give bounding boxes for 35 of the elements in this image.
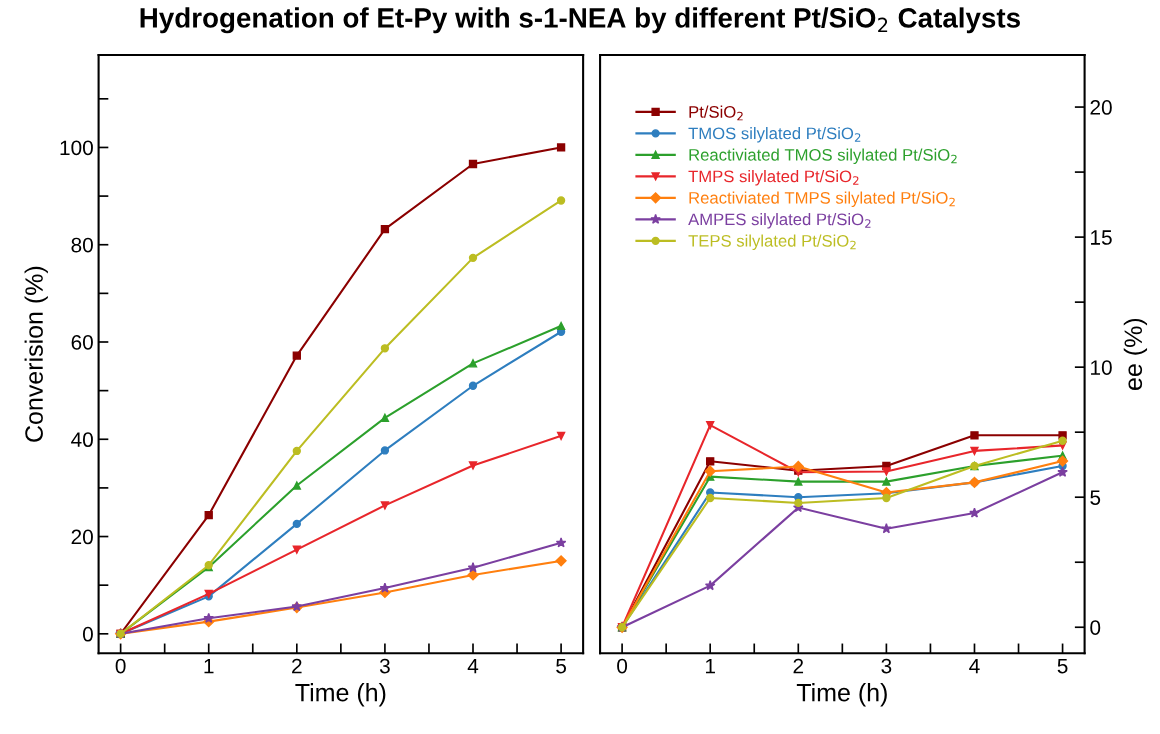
x-tick-label: 2 — [292, 658, 302, 674]
y-tick-label: 0 — [82, 626, 93, 642]
legend-label: TMOS silylated Pt/SiO$_{2}$ — [688, 127, 861, 143]
legend-label: Pt/SiO$_{2}$ — [689, 105, 743, 121]
y-tick-label: 20 — [1090, 100, 1112, 115]
y-tick-label: 60 — [71, 335, 93, 350]
x-tick-label: 3 — [881, 658, 892, 674]
y-tick-label: 40 — [71, 432, 93, 448]
x-tick-label: 4 — [969, 658, 980, 674]
y-tick-label: 100 — [60, 140, 93, 156]
y-axis-title: Converision (%) — [24, 266, 48, 442]
x-tick-label: 1 — [705, 658, 715, 674]
y-tick-label: 5 — [1090, 490, 1101, 505]
legend-label: TEPS silylated Pt/SiO$_{2}$ — [688, 234, 856, 251]
y-axis-title: ee (%) — [1123, 318, 1148, 390]
x-tick-label: 4 — [467, 658, 479, 674]
chart-title: Hydrogenation of Et-Py with s-1-NEA by different Pt/SiO$_{2}$ Catalysts — [140, 7, 1020, 34]
x-tick-label: 0 — [115, 658, 126, 674]
legend-label: Reactiviated TMOS silylated Pt/SiO$_{2}$ — [689, 148, 957, 165]
x-axis-title: Time (h) — [796, 683, 887, 707]
x-tick-label: 0 — [617, 658, 628, 674]
y-tick-label: 10 — [1091, 360, 1112, 375]
x-tick-label: 5 — [556, 658, 567, 674]
legend-label: Reactiviated TMPS silylated Pt/SiO$_{2}$ — [689, 191, 955, 208]
y-tick-label: 80 — [71, 237, 93, 253]
x-axis-title: Time (h) — [295, 683, 386, 707]
x-tick-label: 3 — [379, 658, 390, 674]
x-tick-label: 5 — [1057, 658, 1068, 674]
x-tick-label: 2 — [793, 658, 804, 674]
x-tick-label: 1 — [204, 658, 214, 674]
y-tick-label: 0 — [1090, 620, 1101, 635]
legend-label: AMPES silylated Pt/SiO$_{2}$ — [688, 213, 871, 229]
y-tick-label: 20 — [71, 529, 93, 545]
legend-label: TMPS silylated Pt/SiO$_{2}$ — [688, 170, 859, 186]
y-tick-label: 15 — [1091, 230, 1112, 245]
